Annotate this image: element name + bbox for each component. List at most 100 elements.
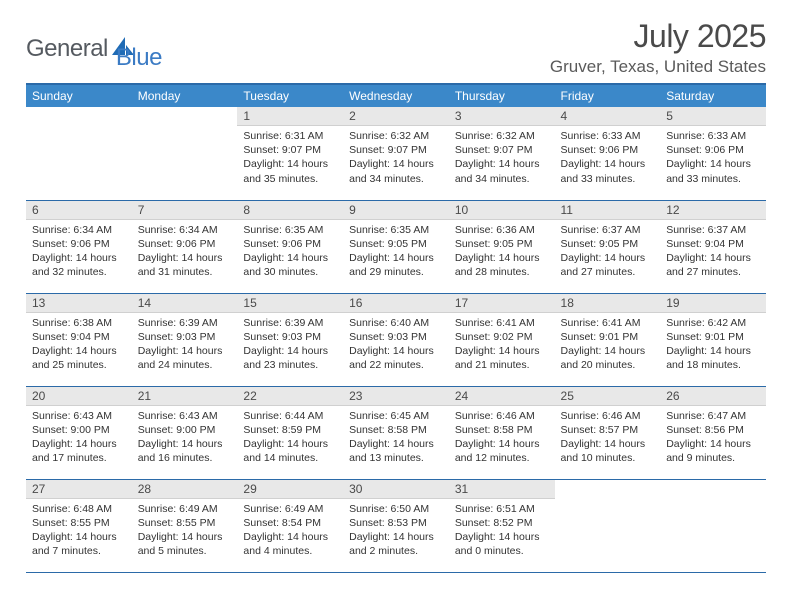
day-number: 20 [26,387,132,405]
day-details: Sunrise: 6:48 AMSunset: 8:55 PMDaylight:… [26,499,132,563]
day-details: Sunrise: 6:33 AMSunset: 9:06 PMDaylight:… [555,126,661,190]
day-number: 4 [555,107,661,125]
day-number: 2 [343,107,449,125]
calendar-cell: 18Sunrise: 6:41 AMSunset: 9:01 PMDayligh… [555,293,661,386]
calendar-cell: 12Sunrise: 6:37 AMSunset: 9:04 PMDayligh… [660,200,766,293]
calendar-cell: 26Sunrise: 6:47 AMSunset: 8:56 PMDayligh… [660,386,766,479]
calendar-table: SundayMondayTuesdayWednesdayThursdayFrid… [26,83,766,573]
day-number: 19 [660,294,766,312]
day-details: Sunrise: 6:45 AMSunset: 8:58 PMDaylight:… [343,406,449,470]
brand-part2: Blue [116,26,162,72]
day-details: Sunrise: 6:43 AMSunset: 9:00 PMDaylight:… [26,406,132,470]
day-details: Sunrise: 6:32 AMSunset: 9:07 PMDaylight:… [449,126,555,190]
weekday-header: Monday [132,84,238,107]
title-block: July 2025 Gruver, Texas, United States [550,18,766,77]
calendar-cell: 29Sunrise: 6:49 AMSunset: 8:54 PMDayligh… [237,479,343,572]
day-details: Sunrise: 6:41 AMSunset: 9:01 PMDaylight:… [555,313,661,377]
day-details: Sunrise: 6:49 AMSunset: 8:54 PMDaylight:… [237,499,343,563]
day-number: 9 [343,201,449,219]
calendar-week-row: 20Sunrise: 6:43 AMSunset: 9:00 PMDayligh… [26,386,766,479]
day-details: Sunrise: 6:41 AMSunset: 9:02 PMDaylight:… [449,313,555,377]
day-number: 21 [132,387,238,405]
day-number: 26 [660,387,766,405]
calendar-cell: 24Sunrise: 6:46 AMSunset: 8:58 PMDayligh… [449,386,555,479]
calendar-cell: 15Sunrise: 6:39 AMSunset: 9:03 PMDayligh… [237,293,343,386]
day-details: Sunrise: 6:46 AMSunset: 8:57 PMDaylight:… [555,406,661,470]
calendar-cell: 3Sunrise: 6:32 AMSunset: 9:07 PMDaylight… [449,107,555,200]
day-details: Sunrise: 6:35 AMSunset: 9:06 PMDaylight:… [237,220,343,284]
day-number: 7 [132,201,238,219]
day-details: Sunrise: 6:42 AMSunset: 9:01 PMDaylight:… [660,313,766,377]
day-details: Sunrise: 6:36 AMSunset: 9:05 PMDaylight:… [449,220,555,284]
day-number: 1 [237,107,343,125]
day-details: Sunrise: 6:39 AMSunset: 9:03 PMDaylight:… [237,313,343,377]
calendar-week-row: ....1Sunrise: 6:31 AMSunset: 9:07 PMDayl… [26,107,766,200]
calendar-week-row: 13Sunrise: 6:38 AMSunset: 9:04 PMDayligh… [26,293,766,386]
calendar-cell: 2Sunrise: 6:32 AMSunset: 9:07 PMDaylight… [343,107,449,200]
day-number: 15 [237,294,343,312]
day-details: Sunrise: 6:33 AMSunset: 9:06 PMDaylight:… [660,126,766,190]
day-number: 6 [26,201,132,219]
calendar-cell: 19Sunrise: 6:42 AMSunset: 9:01 PMDayligh… [660,293,766,386]
day-details: Sunrise: 6:43 AMSunset: 9:00 PMDaylight:… [132,406,238,470]
calendar-cell: 11Sunrise: 6:37 AMSunset: 9:05 PMDayligh… [555,200,661,293]
day-details: Sunrise: 6:49 AMSunset: 8:55 PMDaylight:… [132,499,238,563]
day-number: 28 [132,480,238,498]
calendar-cell: 16Sunrise: 6:40 AMSunset: 9:03 PMDayligh… [343,293,449,386]
day-details: Sunrise: 6:46 AMSunset: 8:58 PMDaylight:… [449,406,555,470]
day-details: Sunrise: 6:44 AMSunset: 8:59 PMDaylight:… [237,406,343,470]
calendar-cell: 9Sunrise: 6:35 AMSunset: 9:05 PMDaylight… [343,200,449,293]
day-number: 24 [449,387,555,405]
calendar-cell: 31Sunrise: 6:51 AMSunset: 8:52 PMDayligh… [449,479,555,572]
weekday-header: Friday [555,84,661,107]
header: General Blue July 2025 Gruver, Texas, Un… [26,18,766,77]
day-details: Sunrise: 6:51 AMSunset: 8:52 PMDaylight:… [449,499,555,563]
day-number: 11 [555,201,661,219]
weekday-header-row: SundayMondayTuesdayWednesdayThursdayFrid… [26,84,766,107]
day-number: 22 [237,387,343,405]
calendar-cell: 28Sunrise: 6:49 AMSunset: 8:55 PMDayligh… [132,479,238,572]
day-number: 5 [660,107,766,125]
day-details: Sunrise: 6:50 AMSunset: 8:53 PMDaylight:… [343,499,449,563]
day-number: 29 [237,480,343,498]
day-number: 27 [26,480,132,498]
day-details: Sunrise: 6:31 AMSunset: 9:07 PMDaylight:… [237,126,343,190]
brand-logo: General Blue [26,18,162,72]
calendar-cell: .. [555,479,661,572]
calendar-cell: 30Sunrise: 6:50 AMSunset: 8:53 PMDayligh… [343,479,449,572]
day-number: 18 [555,294,661,312]
day-details: Sunrise: 6:39 AMSunset: 9:03 PMDaylight:… [132,313,238,377]
day-details: Sunrise: 6:37 AMSunset: 9:05 PMDaylight:… [555,220,661,284]
weekday-header: Tuesday [237,84,343,107]
calendar-week-row: 27Sunrise: 6:48 AMSunset: 8:55 PMDayligh… [26,479,766,572]
day-number: 10 [449,201,555,219]
calendar-cell: 7Sunrise: 6:34 AMSunset: 9:06 PMDaylight… [132,200,238,293]
day-number: 17 [449,294,555,312]
calendar-cell: 4Sunrise: 6:33 AMSunset: 9:06 PMDaylight… [555,107,661,200]
brand-part1: General [26,35,108,63]
calendar-cell: 6Sunrise: 6:34 AMSunset: 9:06 PMDaylight… [26,200,132,293]
weekday-header: Saturday [660,84,766,107]
calendar-cell: 22Sunrise: 6:44 AMSunset: 8:59 PMDayligh… [237,386,343,479]
day-details: Sunrise: 6:34 AMSunset: 9:06 PMDaylight:… [132,220,238,284]
calendar-cell: 17Sunrise: 6:41 AMSunset: 9:02 PMDayligh… [449,293,555,386]
calendar-cell: 25Sunrise: 6:46 AMSunset: 8:57 PMDayligh… [555,386,661,479]
calendar-week-row: 6Sunrise: 6:34 AMSunset: 9:06 PMDaylight… [26,200,766,293]
calendar-cell: 1Sunrise: 6:31 AMSunset: 9:07 PMDaylight… [237,107,343,200]
weekday-header: Sunday [26,84,132,107]
weekday-header: Thursday [449,84,555,107]
day-number: 12 [660,201,766,219]
day-number: 31 [449,480,555,498]
day-number: 30 [343,480,449,498]
day-details: Sunrise: 6:34 AMSunset: 9:06 PMDaylight:… [26,220,132,284]
calendar-cell: .. [132,107,238,200]
calendar-cell: 23Sunrise: 6:45 AMSunset: 8:58 PMDayligh… [343,386,449,479]
calendar-cell: .. [26,107,132,200]
day-details: Sunrise: 6:35 AMSunset: 9:05 PMDaylight:… [343,220,449,284]
weekday-header: Wednesday [343,84,449,107]
day-number: 16 [343,294,449,312]
calendar-cell: 8Sunrise: 6:35 AMSunset: 9:06 PMDaylight… [237,200,343,293]
calendar-cell: 13Sunrise: 6:38 AMSunset: 9:04 PMDayligh… [26,293,132,386]
day-details: Sunrise: 6:47 AMSunset: 8:56 PMDaylight:… [660,406,766,470]
location: Gruver, Texas, United States [550,57,766,77]
